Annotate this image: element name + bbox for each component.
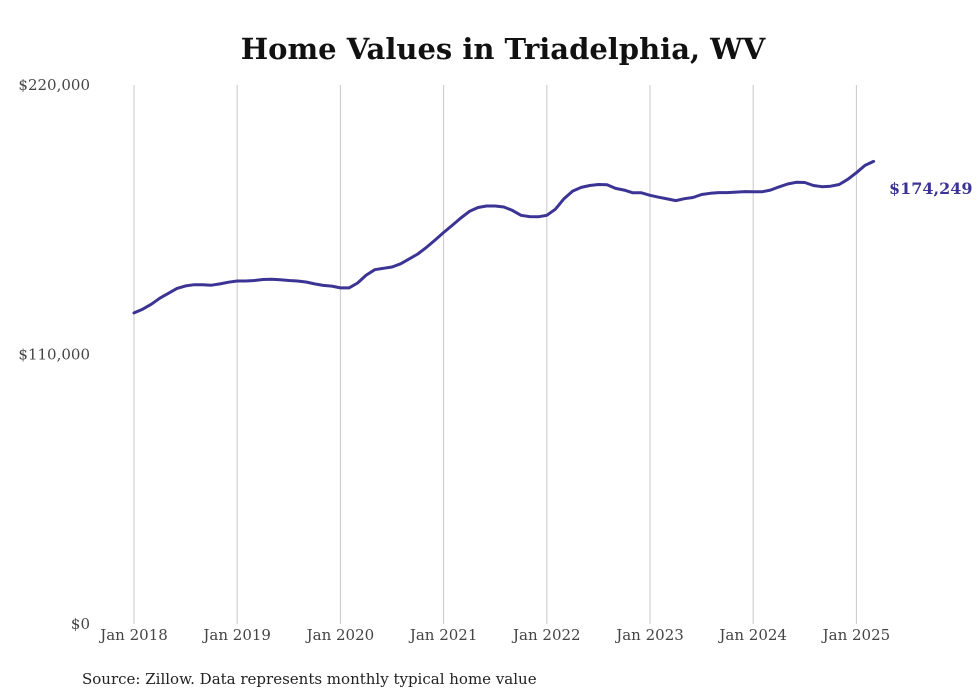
chart-title: Home Values in Triadelphia, WV bbox=[241, 32, 766, 66]
end-value-label: $174,249 bbox=[889, 179, 973, 198]
x-tick-label: Jan 2024 bbox=[717, 626, 787, 644]
y-tick-label: $110,000 bbox=[18, 346, 90, 364]
series-line-layer bbox=[132, 159, 876, 315]
x-tick-label: Jan 2018 bbox=[98, 626, 168, 644]
series-line-0 bbox=[132, 159, 876, 315]
x-axis-tick-labels: Jan 2018 Jan 2019 Jan 2020 Jan 2021 Jan 2022… bbox=[98, 626, 890, 644]
x-tick-label: Jan 2020 bbox=[305, 626, 375, 644]
vertical-gridlines bbox=[133, 85, 857, 624]
x-tick-label: Jan 2019 bbox=[201, 626, 271, 644]
x-tick-label: Jan 2025 bbox=[821, 626, 891, 644]
y-tick-label: $220,000 bbox=[18, 76, 90, 94]
y-tick-label: $0 bbox=[71, 615, 90, 633]
x-tick-label: Jan 2021 bbox=[408, 626, 478, 644]
y-axis-tick-labels: $0 $110,000 $220,000 bbox=[18, 76, 90, 633]
source-note: Source: Zillow. Data represents monthly … bbox=[82, 670, 537, 688]
x-tick-label: Jan 2023 bbox=[614, 626, 684, 644]
x-tick-label: Jan 2022 bbox=[511, 626, 581, 644]
